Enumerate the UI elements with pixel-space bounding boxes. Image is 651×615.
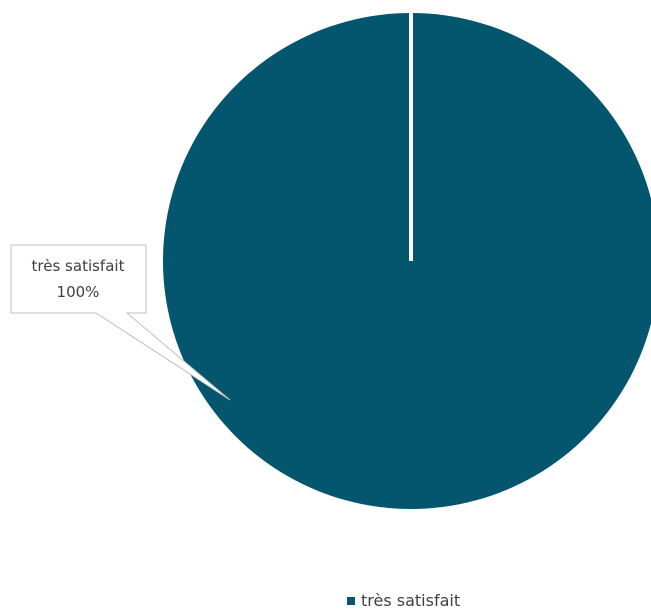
data-label-value: 100% xyxy=(57,283,100,301)
legend-label: très satisfait xyxy=(361,591,460,610)
callout-box xyxy=(10,244,231,401)
data-label-callout: très satisfait 100% xyxy=(10,244,231,401)
legend-swatch xyxy=(347,597,355,605)
data-label-category: très satisfait xyxy=(32,257,125,275)
legend: très satisfait xyxy=(347,591,460,610)
pie-slice-tres-satisfait[interactable] xyxy=(163,13,651,509)
plot-area xyxy=(163,13,651,509)
